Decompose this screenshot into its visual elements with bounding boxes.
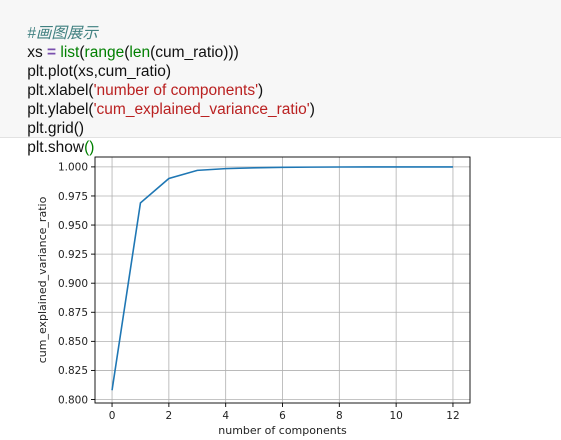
code-token: xs bbox=[27, 44, 48, 61]
y-tick-label: 0.850 bbox=[58, 336, 88, 348]
x-tick-label: 12 bbox=[446, 410, 459, 422]
string-token: 'cum_explained_variance_ratio' bbox=[93, 101, 310, 118]
y-axis-label: cum_explained_variance_ratio bbox=[36, 196, 49, 363]
y-tick-label: 1.000 bbox=[58, 162, 88, 174]
line-chart: 0 2 4 6 8 10 12 0.800 0.825 0.850 0.875 0.900 0.925 0… bbox=[36, 156, 471, 437]
code-line-show: plt.show() bbox=[10, 118, 94, 178]
code-token: ) bbox=[258, 82, 264, 99]
code-line-plot: plt.plot(xs,cum_ratio) bbox=[10, 42, 171, 102]
code-token: (cum_ratio))) bbox=[150, 44, 239, 61]
code-token: plt.grid() bbox=[27, 120, 85, 137]
y-tick-label: 0.900 bbox=[58, 278, 88, 290]
x-axis-label: number of components bbox=[218, 424, 347, 437]
builtin-token: () bbox=[84, 139, 95, 156]
code-token: plt.show bbox=[27, 139, 85, 156]
code-line-xs: xs = list(range(len(cum_ratio))) bbox=[10, 23, 239, 83]
y-tick-label: 0.875 bbox=[58, 307, 88, 319]
code-token: plt.ylabel( bbox=[27, 101, 94, 118]
y-tick-label: 0.800 bbox=[58, 394, 88, 406]
series-line bbox=[111, 166, 453, 391]
x-tick-label: 8 bbox=[336, 410, 343, 422]
code-cell[interactable]: #画图展示 xs = list(range(len(cum_ratio))) p… bbox=[0, 0, 561, 156]
x-tick-label: 6 bbox=[279, 410, 286, 422]
code-token: ) bbox=[309, 101, 315, 118]
y-tick-label: 0.950 bbox=[58, 220, 88, 232]
builtin-token: list bbox=[60, 44, 80, 61]
code-line-ylabel: plt.ylabel('cum_explained_variance_ratio… bbox=[10, 80, 315, 140]
x-tick-label: 2 bbox=[166, 410, 173, 422]
builtin-token: len bbox=[129, 44, 151, 61]
y-tick-label: 0.825 bbox=[58, 365, 88, 377]
code-line-comment: #画图展示 bbox=[10, 4, 98, 64]
builtin-token: range bbox=[84, 44, 125, 61]
code-token: ( bbox=[79, 44, 85, 61]
code-line-xlabel: plt.xlabel('number of components') bbox=[10, 61, 263, 121]
code-token: plt.xlabel( bbox=[27, 82, 94, 99]
string-token: 'number of components' bbox=[93, 82, 259, 99]
code-line-grid: plt.grid() bbox=[10, 99, 84, 159]
operator-token: = bbox=[47, 44, 57, 61]
x-tick-label: 10 bbox=[389, 410, 402, 422]
comment-token: #画图展示 bbox=[27, 25, 98, 42]
code-token: ( bbox=[124, 44, 130, 61]
y-tick-label: 0.975 bbox=[58, 191, 88, 203]
x-tick-label: 0 bbox=[109, 410, 116, 422]
code-token: plt.plot(xs,cum_ratio) bbox=[27, 63, 172, 80]
x-tick-label: 4 bbox=[222, 410, 229, 422]
y-tick-label: 0.925 bbox=[58, 249, 88, 261]
